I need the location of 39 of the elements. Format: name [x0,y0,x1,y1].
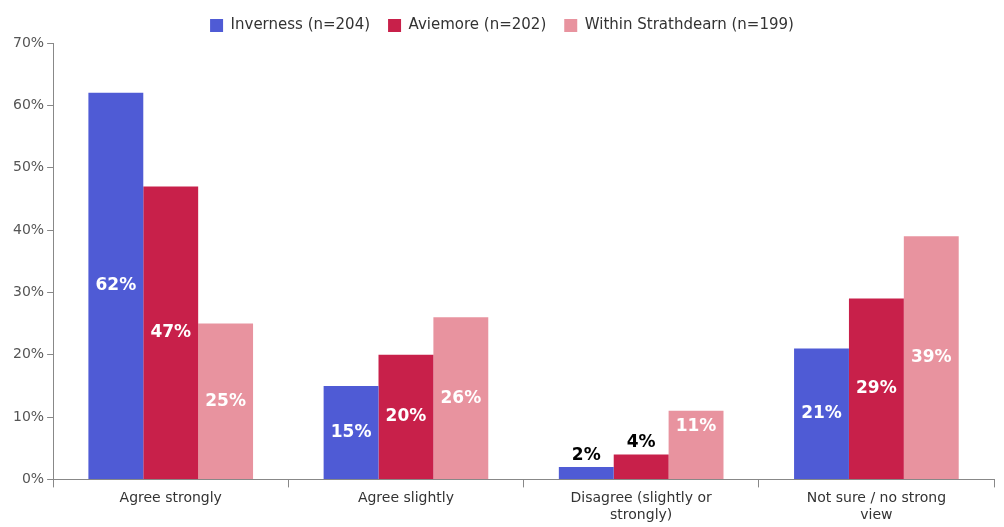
bar [558,466,614,479]
data-label: 47% [150,321,192,342]
legend-label: Inverness (n=204) [230,15,371,34]
y-tick-label: 60% [12,95,45,112]
y-tick-label: 0% [21,470,45,487]
bar [198,323,254,479]
data-label: 2% [571,443,601,464]
y-tick-label: 20% [12,345,45,362]
data-label: 15% [330,420,372,441]
y-tick-label: 10% [12,407,45,424]
data-label: 11% [675,415,717,436]
y-tick-label: 40% [12,220,45,237]
bar [433,317,489,479]
data-label: 21% [801,402,842,423]
bar [613,454,669,479]
y-tick-label: 50% [12,158,45,175]
bar [378,354,434,479]
bar [794,348,849,479]
data-label: 29% [856,377,897,398]
data-label: 39% [910,346,952,366]
x-tick-label: Agree slightly [357,489,454,506]
legend-label: Within Strathdearn (n=199) [584,15,794,34]
x-tick-label: Agree strongly [119,489,222,506]
y-tick-label: 30% [12,283,45,300]
bar [143,186,199,479]
data-label: 20% [385,405,427,426]
x-tick-label: Not sure / no strong view [806,489,947,523]
data-label: 25% [205,389,246,410]
legend-label: Aviemore (n=202) [408,15,547,34]
x-tick-label: Disagree (slightly or strongly) [570,489,713,523]
bar [88,92,144,479]
bar [848,298,904,479]
bar [323,385,379,479]
bar [903,236,959,479]
data-label: 4% [626,431,656,452]
data-label: 62% [95,274,137,295]
data-label: 26% [440,386,482,407]
bar [668,410,724,479]
y-tick-label: 70% [12,33,45,50]
